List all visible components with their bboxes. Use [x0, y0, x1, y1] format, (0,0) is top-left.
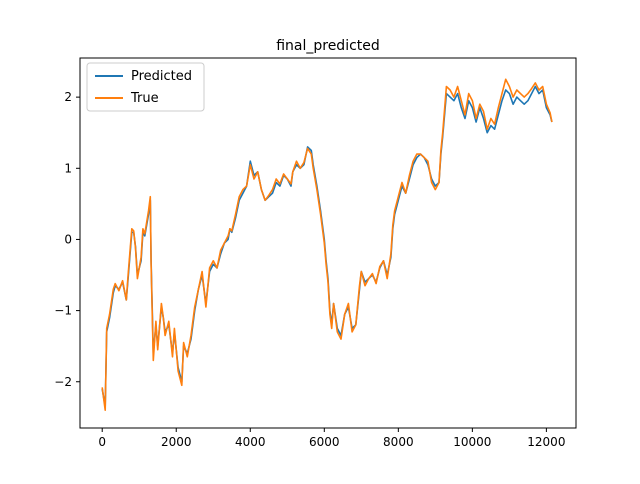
plot-frame [79, 57, 577, 429]
chart-title: final_predicted [276, 38, 380, 54]
legend: Predicted True [86, 62, 205, 112]
plot-area [79, 57, 577, 429]
x-tick-label: 8000 [383, 435, 414, 449]
y-tick-label: −2 [54, 375, 72, 389]
y-tick-label: 1 [64, 161, 72, 175]
y-tick-label: −1 [54, 304, 72, 318]
x-tick-label: 10000 [453, 435, 491, 449]
x-axis: 0 2000 4000 6000 8000 10000 12000 [98, 428, 565, 449]
y-axis: −2 −1 0 1 2 [54, 90, 80, 389]
series-line-true [101, 78, 553, 411]
series-layer [101, 78, 553, 411]
x-tick-label: 6000 [309, 435, 340, 449]
x-tick-label: 4000 [235, 435, 266, 449]
y-tick-label: 2 [64, 90, 72, 104]
y-tick-label: 0 [64, 232, 72, 246]
legend-true-label: True [130, 91, 159, 106]
x-tick-label: 0 [98, 435, 106, 449]
x-tick-label: 12000 [527, 435, 565, 449]
x-tick-label: 2000 [161, 435, 192, 449]
legend-predicted-label: Predicted [131, 69, 192, 84]
